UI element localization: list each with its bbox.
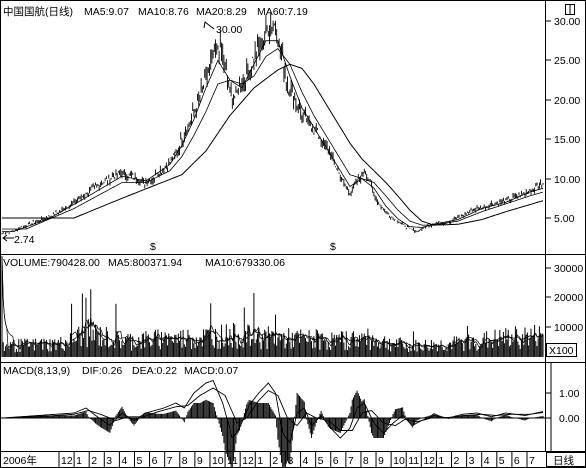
ma20-line (2, 48, 544, 230)
macd-params-label: MACD(8,13,9) (3, 365, 70, 377)
low-label: 2.74 (14, 234, 35, 246)
dividend-marker: $ (150, 241, 156, 253)
month-tick-label: 9 (378, 455, 384, 467)
year-label: 2006年 (3, 454, 37, 467)
volume-plot (1, 256, 544, 357)
volume-ma5-label: MA5:800371.94 (108, 257, 182, 269)
price-tick: 10.00 (554, 174, 580, 186)
month-tick-label: 1 (438, 455, 444, 467)
ma5-label: MA5:9.07 (84, 6, 129, 18)
price-y-axis: 30.00 25.00 20.00 15.00 10.00 5.00 (545, 16, 580, 225)
ma20-label: MA20:8.29 (196, 6, 247, 18)
month-tick-label: 7 (529, 455, 535, 467)
month-tick-label: 2 (91, 455, 97, 467)
month-tick-label: 11 (227, 455, 238, 467)
month-tick-label: 4 (484, 455, 490, 467)
macd-y-axis: 1.00 0.00 (545, 388, 580, 425)
month-tick-label: 10 (212, 455, 224, 467)
month-tick-label: 2 (272, 455, 278, 467)
month-tick-label: 3 (287, 455, 293, 467)
volume-tick: 10000 (554, 322, 583, 334)
low-annotation: 2.74 (2, 234, 35, 246)
window-toggle-icon[interactable] (565, 4, 575, 15)
volume-unit: X100 (549, 345, 574, 357)
month-tick-label: 11 (408, 455, 419, 467)
price-tick: 30.00 (554, 16, 580, 28)
dea-line (2, 387, 544, 431)
macd-tick: 1.00 (559, 388, 580, 400)
volume-ma5-line (1, 256, 544, 350)
month-tick-label: 1 (257, 455, 263, 467)
high-label: 30.00 (216, 24, 242, 36)
dividend-marker: $ (330, 241, 336, 253)
macd-tick: 0.00 (559, 413, 580, 425)
month-tick-label: 4 (303, 455, 309, 467)
price-tick: 15.00 (554, 134, 580, 146)
month-tick-label: 3 (106, 455, 112, 467)
month-tick-label: 8 (182, 455, 188, 467)
volume-tick: 20000 (554, 292, 583, 304)
month-tick-label: 6 (333, 455, 339, 467)
month-tick-label: 6 (514, 455, 520, 467)
volume-tick: 30000 (554, 263, 583, 275)
month-tick-label: 5 (136, 455, 142, 467)
month-tick-label: 8 (363, 455, 369, 467)
month-tick-label: 9 (197, 455, 203, 467)
macd-plot (0, 379, 545, 468)
macd-value-label: MACD:0.07 (184, 365, 238, 377)
month-tick-label: 2 (454, 455, 460, 467)
month-tick-label: 12 (242, 455, 254, 467)
ma10-line (2, 40, 544, 232)
ma60-line (2, 63, 544, 226)
month-tick-label: 12 (423, 455, 435, 467)
volume-ma10-line (1, 256, 544, 348)
dif-label: DIF:0.26 (82, 365, 122, 377)
month-tick-label: 7 (348, 455, 354, 467)
high-annotation: 30.00 (203, 21, 242, 36)
period-label: 日线 (553, 454, 574, 467)
volume-label: VOLUME:790428.00 (3, 257, 100, 269)
ma60-label: MA60:7.19 (257, 6, 308, 18)
month-tick-label: 1 (76, 455, 82, 467)
month-tick-label: 3 (469, 455, 475, 467)
ma10-label: MA10:8.76 (138, 6, 189, 18)
month-tick-label: 10 (393, 455, 405, 467)
month-tick-label: 6 (152, 455, 158, 467)
month-tick-label: 7 (167, 455, 173, 467)
month-tick-label: 5 (318, 455, 324, 467)
price-tick: 5.00 (554, 213, 575, 225)
dea-label: DEA:0.22 (132, 365, 177, 377)
volume-ma10-label: MA10:679330.06 (205, 257, 285, 269)
volume-y-axis: 30000 20000 10000 X100 (545, 263, 583, 357)
price-tick: 20.00 (554, 95, 580, 107)
price-tick: 25.00 (554, 55, 580, 67)
price-plot (1, 12, 544, 235)
volume-unit-box (546, 343, 577, 357)
chart-title: 中国国航(日线) (3, 5, 73, 18)
month-tick-label: 5 (499, 455, 505, 467)
month-tick-label: 4 (121, 455, 127, 467)
month-tick-label: 12 (61, 455, 73, 467)
date-axis: 2006年 12 1 2 3 4 5 6 7 8 9 10 11 12 1 2 3 4 5 6 7 8 9 10 11 12 1 2… (3, 452, 535, 467)
